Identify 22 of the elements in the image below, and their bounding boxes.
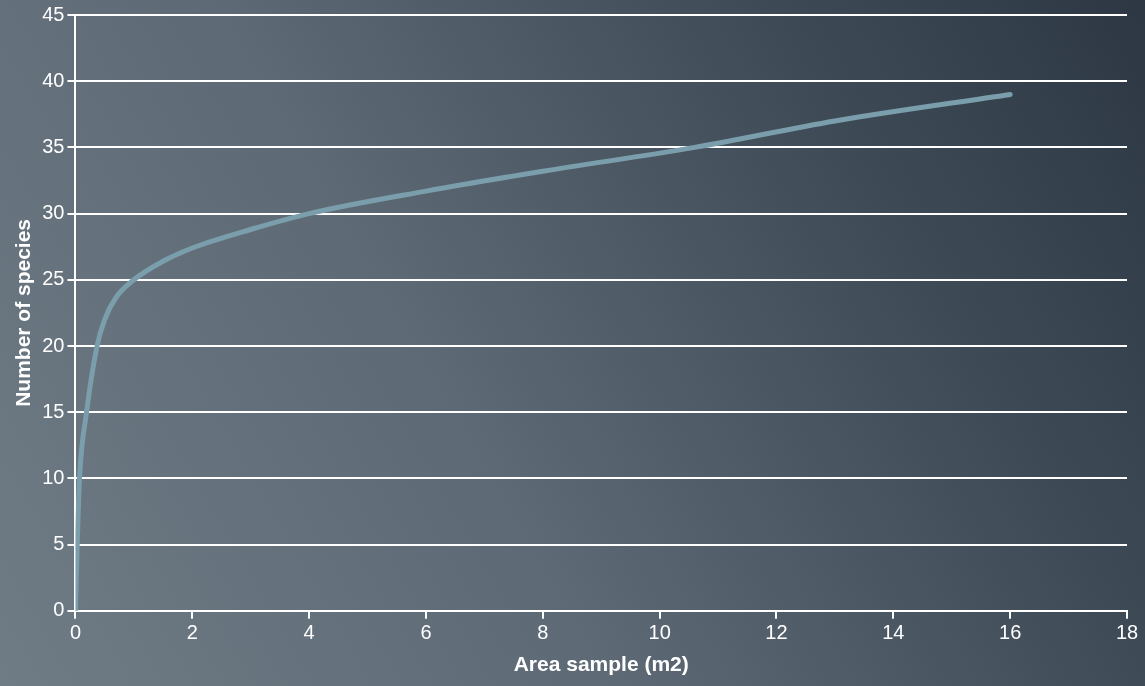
- x-tick-label: 12: [765, 621, 788, 644]
- y-tick-label: 25: [42, 267, 65, 290]
- x-tick-label: 4: [303, 621, 315, 644]
- x-tick-label: 6: [420, 621, 432, 644]
- y-tick-label: 45: [42, 2, 65, 25]
- x-tick-label: 10: [648, 621, 671, 644]
- y-tick-label: 30: [42, 201, 65, 224]
- y-tick-label: 15: [42, 399, 65, 422]
- y-axis-title: Number of species: [11, 218, 35, 407]
- y-tick-label: 5: [53, 532, 65, 555]
- y-tick-label: 0: [53, 598, 65, 621]
- y-tick-label: 35: [42, 134, 65, 157]
- x-tick-label: 18: [1115, 621, 1139, 644]
- x-tick-label: 0: [69, 621, 82, 644]
- x-axis-title: Area sample (m2): [513, 652, 689, 676]
- y-tick-label: 10: [42, 465, 65, 488]
- x-tick-label: 16: [999, 621, 1022, 644]
- x-tick-label: 2: [186, 621, 198, 644]
- x-tick-label: 14: [882, 621, 905, 644]
- x-tick-label: 8: [537, 621, 549, 644]
- y-tick-label: 20: [42, 333, 65, 356]
- y-tick-label: 40: [42, 68, 65, 91]
